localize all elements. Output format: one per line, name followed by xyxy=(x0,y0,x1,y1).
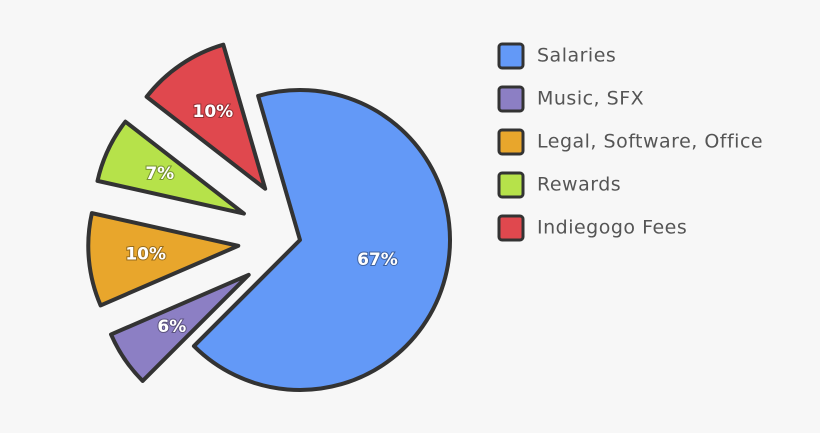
legend-swatch xyxy=(497,42,525,70)
pie-slice xyxy=(191,88,452,392)
legend-label: Salaries xyxy=(537,45,616,67)
slice-label: 10% xyxy=(125,245,166,265)
slice-label: 67% xyxy=(357,250,398,270)
pie-slice xyxy=(144,42,268,191)
legend-swatch xyxy=(497,85,525,113)
legend-swatch xyxy=(497,171,525,199)
legend-label: Rewards xyxy=(537,174,621,196)
pie-slice xyxy=(95,119,246,216)
legend-label: Indiegogo Fees xyxy=(537,217,687,239)
legend-swatch xyxy=(497,128,525,156)
slice-label: 7% xyxy=(145,164,174,184)
legend-label: Music, SFX xyxy=(537,88,644,110)
legend-label: Legal, Software, Office xyxy=(537,131,763,153)
legend-swatch xyxy=(497,214,525,242)
pie-slice xyxy=(109,272,251,383)
slice-label: 6% xyxy=(157,317,186,337)
slice-label: 10% xyxy=(193,102,234,122)
pie-slice xyxy=(86,211,241,308)
